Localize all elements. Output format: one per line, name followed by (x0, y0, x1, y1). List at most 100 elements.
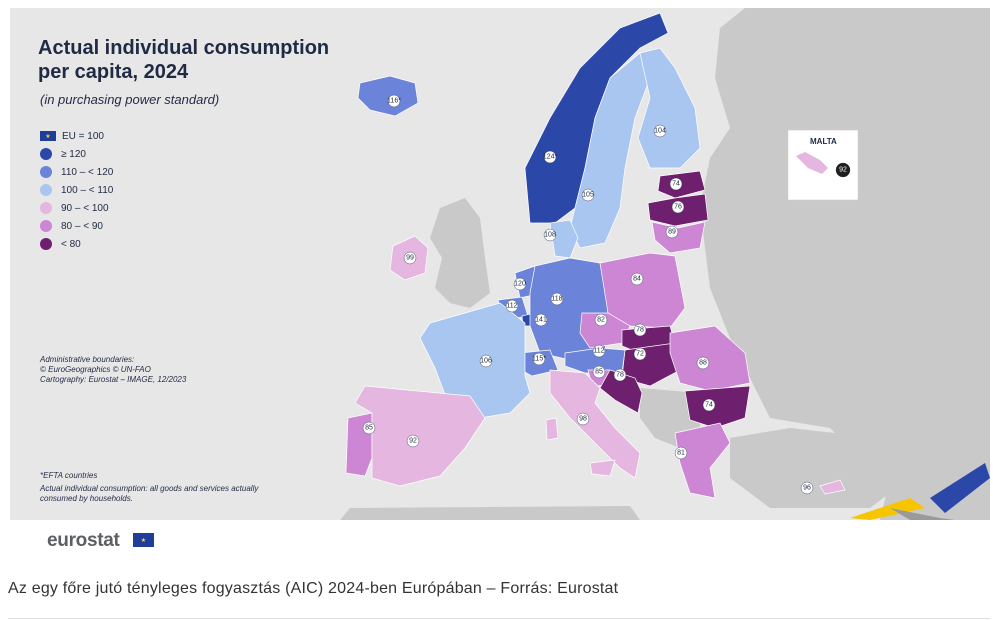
legend-label: 100 – < 110 (61, 184, 114, 196)
value-label-latvia: 76 (674, 204, 682, 211)
value-label-lithuania: 89 (668, 229, 676, 236)
country-lithuania (651, 221, 706, 254)
value-label-germany: 118 (551, 296, 562, 303)
value-badge (403, 251, 417, 265)
non-eu-land (700, 8, 990, 520)
value-badge (406, 434, 420, 448)
legend-swatch (40, 238, 52, 250)
country-france (419, 302, 531, 419)
map-subtitle: (in purchasing power standard) (40, 92, 220, 107)
country-finland (637, 47, 701, 169)
legend-swatch (40, 220, 52, 232)
value-label-slovenia: 85 (595, 369, 603, 376)
value-label-malta: 92 (839, 167, 847, 174)
value-badge (594, 313, 608, 327)
legend-swatch (40, 202, 52, 214)
value-label-sweden: 105 (582, 192, 594, 199)
value-label-poland: 84 (633, 276, 641, 283)
turkey-land (730, 428, 910, 508)
legend-item: 90 – < 100 (40, 199, 113, 217)
country-denmark (549, 219, 579, 259)
logo-swoosh-grey (890, 508, 955, 520)
value-label-ireland: 99 (406, 255, 414, 262)
value-label-croatia: 78 (616, 372, 624, 379)
title-line-1: Actual individual consumption (38, 37, 330, 59)
value-label-slovakia: 78 (636, 327, 644, 334)
legend-label: 110 – < 120 (61, 166, 114, 178)
efta-note: *EFTA countries (40, 471, 98, 480)
value-badge (576, 412, 590, 426)
value-label-netherlands: 120 (514, 281, 526, 288)
value-badge (513, 277, 527, 291)
country-bulgaria (684, 385, 751, 429)
value-badge (387, 94, 401, 108)
logo-swoosh-yellow (850, 498, 925, 520)
value-label-italy: 98 (579, 416, 587, 423)
value-label-iceland: 116* (387, 98, 401, 105)
map-title: Actual individual consumption per capita… (38, 36, 338, 84)
value-badge (543, 228, 557, 242)
legend-item: < 80 (40, 235, 113, 253)
title-line-2: per capita, 2024 (38, 61, 189, 83)
value-label-norway: 124* (543, 154, 558, 161)
country-iceland (357, 75, 419, 117)
value-badge (665, 225, 679, 239)
value-badge (532, 352, 546, 366)
country-romania (669, 325, 751, 392)
value-badge (592, 344, 606, 358)
value-badge (696, 356, 710, 370)
country-sardinia (545, 417, 559, 441)
admin-line-1: Administrative boundaries: (40, 355, 135, 364)
country-greece (674, 422, 731, 499)
country-italy (549, 369, 641, 479)
value-badge (550, 292, 564, 306)
figure-caption: Az egy főre jutó tényleges fogyasztás (A… (8, 580, 619, 597)
value-label-finland: 104 (654, 128, 666, 135)
value-badge (534, 313, 548, 327)
value-badge (613, 368, 627, 382)
value-label-luxembourg: 141 (535, 317, 547, 324)
legend-label: ≥ 120 (61, 148, 86, 160)
value-label-france: 106 (480, 358, 492, 365)
legend-swatch (40, 184, 52, 196)
value-label-greece: 81 (677, 450, 685, 457)
country-malta (796, 152, 828, 174)
legend: ★ EU = 100 ≥ 120 110 – < 120 100 – < 110… (40, 127, 113, 253)
value-badge (543, 150, 557, 164)
value-badge (479, 354, 493, 368)
footnotes: *EFTA countries Actual individual consum… (40, 471, 258, 504)
legend-item: ≥ 120 (40, 145, 113, 163)
value-label-estonia: 74 (672, 181, 680, 188)
value-label-austria: 112 (593, 348, 604, 355)
value-badge (835, 162, 851, 178)
legend-item: 80 – < 90 (40, 217, 113, 235)
value-label-romania: 88 (699, 360, 707, 367)
value-label-denmark: 108 (544, 232, 556, 239)
value-badge (633, 347, 647, 361)
value-badge (674, 446, 688, 460)
legend-label: 80 – < 90 (61, 220, 103, 232)
africa-land (340, 506, 640, 520)
value-label-belgium: 112 (506, 303, 517, 310)
admin-line-2: © EuroGeographics © UN-FAO (40, 365, 151, 374)
legend-item: 100 – < 110 (40, 181, 113, 199)
value-label-bulgaria: 74 (705, 402, 713, 409)
value-badge (592, 365, 606, 379)
country-sicily (589, 459, 616, 477)
eurostat-logo: eurostat (47, 530, 120, 551)
value-badge (669, 177, 683, 191)
value-label-czechia: 82 (597, 317, 605, 324)
logo-swoosh-blue (930, 463, 990, 513)
value-badge (505, 299, 519, 313)
legend-swatch (40, 148, 52, 160)
value-badge (671, 200, 685, 214)
value-badge (633, 323, 647, 337)
aic-note-line-1: Actual individual consumption: all goods… (40, 484, 259, 493)
country-cyprus (819, 479, 846, 495)
value-badge (630, 272, 644, 286)
value-label-portugal: 85 (365, 425, 373, 432)
value-badge (702, 398, 716, 412)
value-label-spain: 92 (409, 438, 417, 445)
value-label-cyprus: 96 (803, 485, 811, 492)
divider (8, 618, 990, 619)
